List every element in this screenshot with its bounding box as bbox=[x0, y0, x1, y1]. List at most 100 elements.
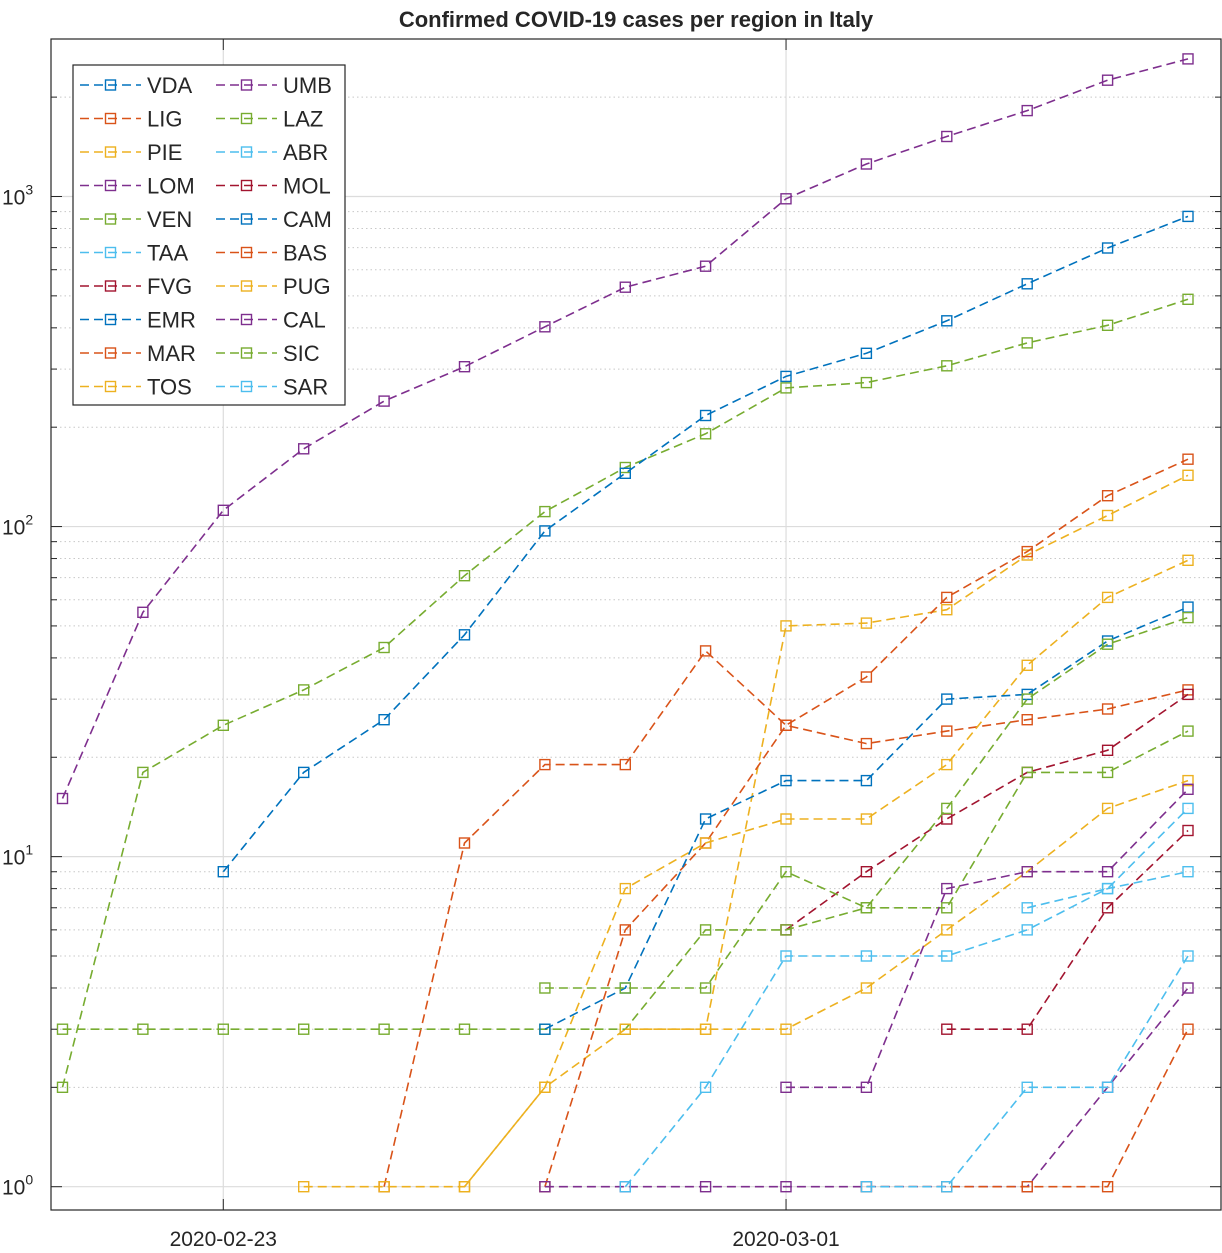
data-point-marker bbox=[137, 766, 149, 779]
data-point-marker bbox=[699, 260, 712, 272]
legend-swatch-marker bbox=[104, 146, 117, 158]
series-line bbox=[866, 955, 1189, 1188]
data-point-marker bbox=[217, 866, 230, 878]
data-point-marker bbox=[1021, 902, 1033, 914]
data-point-marker bbox=[378, 1180, 390, 1193]
legend-swatch-marker bbox=[240, 112, 253, 125]
legend-item-taa: TAA bbox=[80, 241, 188, 266]
legend-swatch-marker bbox=[104, 280, 117, 292]
data-point-marker bbox=[1101, 902, 1114, 914]
legend-swatch-marker bbox=[240, 280, 253, 292]
data-point-marker bbox=[539, 321, 551, 333]
data-point-marker bbox=[780, 620, 792, 632]
data-point-marker bbox=[860, 737, 873, 750]
data-point-marker bbox=[619, 758, 631, 771]
legend-label: FVG bbox=[147, 274, 192, 299]
data-point-marker bbox=[1021, 866, 1033, 878]
data-point-marker bbox=[378, 395, 390, 407]
legend-item-fvg: FVG bbox=[80, 274, 192, 299]
y-tick-label: 100 bbox=[2, 1172, 33, 1200]
data-point-marker bbox=[1101, 1180, 1114, 1193]
data-point-marker bbox=[1021, 104, 1033, 117]
legend-swatch-marker bbox=[104, 347, 117, 359]
y-tick-label-base: 10 bbox=[2, 1177, 25, 1200]
data-point-marker bbox=[860, 158, 873, 170]
data-point-marker bbox=[860, 866, 873, 878]
legend-item-sic: SIC bbox=[216, 341, 320, 366]
series-lom bbox=[56, 53, 1194, 805]
data-point-marker bbox=[699, 645, 712, 657]
data-point-marker bbox=[1182, 1023, 1194, 1035]
data-point-marker bbox=[539, 505, 551, 518]
data-point-marker bbox=[56, 1081, 69, 1094]
data-point-marker bbox=[1182, 210, 1194, 223]
legend-label: LIG bbox=[147, 107, 182, 132]
y-tick-label: 102 bbox=[2, 512, 33, 540]
series-line bbox=[625, 779, 1189, 1030]
data-point-marker bbox=[1021, 693, 1033, 705]
series-line bbox=[946, 829, 1189, 1030]
data-point-marker bbox=[1021, 714, 1033, 726]
plot-area-frame bbox=[50, 38, 1222, 1211]
chart-title: Confirmed COVID-19 cases per region in I… bbox=[399, 7, 874, 32]
data-point-marker bbox=[780, 924, 792, 936]
data-point-marker bbox=[941, 902, 953, 914]
legend-label: SAR bbox=[283, 375, 328, 400]
data-point-marker bbox=[1021, 337, 1033, 349]
data-point-marker bbox=[699, 1023, 712, 1035]
data-point-marker bbox=[941, 315, 953, 327]
data-point-marker bbox=[941, 924, 953, 936]
data-point-marker bbox=[1182, 53, 1194, 65]
legend-swatch-marker bbox=[104, 79, 117, 91]
data-point-marker bbox=[458, 1180, 471, 1193]
legend-item-pug: PUG bbox=[216, 274, 331, 299]
data-point-marker bbox=[941, 1023, 953, 1035]
data-point-marker bbox=[1021, 766, 1033, 779]
series-layer bbox=[56, 53, 1194, 1193]
legend-item-cam: CAM bbox=[216, 207, 332, 232]
legend-swatch-marker bbox=[240, 79, 253, 91]
legend-item-abr: ABR bbox=[216, 140, 328, 165]
series-line bbox=[544, 458, 1189, 1187]
data-point-marker bbox=[860, 376, 873, 389]
data-point-marker bbox=[1101, 509, 1114, 522]
legend-item-vda: VDA bbox=[80, 73, 193, 98]
legend-label: CAM bbox=[283, 207, 332, 232]
legend-label: MAR bbox=[147, 341, 196, 366]
series-mol bbox=[941, 824, 1194, 1035]
data-point-marker bbox=[619, 982, 631, 994]
y-tick-label-base: 10 bbox=[2, 186, 25, 209]
data-point-marker bbox=[137, 606, 149, 618]
data-point-marker bbox=[941, 693, 953, 705]
data-point-marker bbox=[1182, 802, 1194, 815]
legend-item-umb: UMB bbox=[216, 73, 332, 98]
data-point-marker bbox=[539, 1081, 551, 1094]
legend-item-emr: EMR bbox=[80, 308, 196, 333]
data-point-marker bbox=[378, 1023, 390, 1035]
data-point-marker bbox=[1182, 453, 1194, 465]
legend-swatch-marker bbox=[104, 179, 117, 192]
data-point-marker bbox=[860, 617, 873, 629]
data-point-marker bbox=[619, 467, 631, 479]
data-point-marker bbox=[217, 504, 230, 516]
legend-item-sar: SAR bbox=[216, 375, 328, 400]
data-point-marker bbox=[1182, 783, 1194, 795]
data-point-marker bbox=[941, 950, 953, 962]
data-point-marker bbox=[699, 1081, 712, 1094]
series-emr bbox=[217, 210, 1194, 878]
data-point-marker bbox=[298, 443, 310, 455]
data-point-marker bbox=[1021, 924, 1033, 936]
series-abr bbox=[619, 866, 1194, 1193]
legend-swatch-marker bbox=[240, 179, 253, 192]
legend-item-ven: VEN bbox=[80, 207, 192, 232]
data-point-marker bbox=[699, 813, 712, 825]
data-point-marker bbox=[1182, 774, 1194, 787]
data-point-marker bbox=[860, 950, 873, 962]
data-point-marker bbox=[619, 1180, 631, 1193]
data-point-marker bbox=[56, 1023, 69, 1035]
legend-swatch-marker bbox=[240, 380, 253, 393]
data-point-marker bbox=[780, 1081, 792, 1094]
data-point-marker bbox=[780, 774, 792, 787]
legend-swatch-marker bbox=[240, 246, 253, 259]
